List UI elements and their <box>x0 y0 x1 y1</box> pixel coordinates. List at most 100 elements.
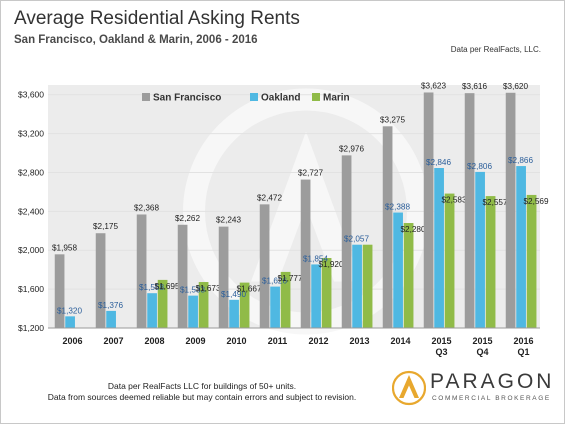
marin-bar <box>157 279 168 328</box>
x-tick-label: 2007 <box>103 336 123 346</box>
chart-subtitle: San Francisco, Oakland & Marin, 2006 - 2… <box>14 34 258 46</box>
marin-data-label: $1,667 <box>236 285 261 294</box>
oakland-data-label: $2,866 <box>508 156 533 165</box>
footer-note: Data per RealFacts LLC for buildings of … <box>32 381 372 403</box>
san-francisco-data-label: $3,620 <box>503 82 528 91</box>
oakland-legend-label: Oakland <box>261 93 300 104</box>
san-francisco-bar <box>95 233 106 328</box>
san-francisco-bar <box>259 204 270 328</box>
marin-data-label: $1,920 <box>318 260 343 269</box>
marin-bar <box>485 196 496 328</box>
san-francisco-data-label: $2,472 <box>257 193 282 202</box>
marin-bar <box>526 194 537 328</box>
x-tick-label: 2016 <box>513 336 533 346</box>
san-francisco-data-label: $2,976 <box>339 144 364 153</box>
oakland-data-label: $1,320 <box>57 306 82 315</box>
oakland-data-label: $2,388 <box>385 203 410 212</box>
san-francisco-bar <box>505 92 516 328</box>
san-francisco-bar <box>177 224 188 328</box>
san-francisco-bar <box>218 226 229 328</box>
marin-data-label: $1,695 <box>154 282 179 291</box>
x-tick-label: 2014 <box>390 336 410 346</box>
san-francisco-data-label: $3,623 <box>421 81 446 90</box>
logo-tagline: COMMERCIAL BROKERAGE <box>432 395 551 402</box>
marin-data-label: $2,583 <box>441 196 466 205</box>
san-francisco-data-label: $2,368 <box>134 203 159 212</box>
oakland-bar <box>270 286 280 328</box>
oakland-bar <box>106 310 116 328</box>
paragon-logo: PARAGON COMMERCIAL BROKERAGE <box>392 368 552 412</box>
san-francisco-bar <box>341 155 352 328</box>
y-tick-label: $3,200 <box>18 129 44 139</box>
x-tick-label: Q1 <box>517 347 529 357</box>
y-tick-label: $1,200 <box>18 323 44 333</box>
footer-note-line-1: Data per RealFacts LLC for buildings of … <box>107 381 297 391</box>
marin-legend-label: Marin <box>323 93 350 104</box>
x-tick-label: Q3 <box>435 347 447 357</box>
san-francisco-legend-swatch <box>142 93 150 101</box>
chart-title: Average Residential Asking Rents <box>14 8 300 29</box>
oakland-legend-swatch <box>250 93 258 101</box>
x-tick-label: 2012 <box>308 336 328 346</box>
san-francisco-data-label: $3,275 <box>380 115 405 124</box>
san-francisco-bar <box>382 126 393 328</box>
y-tick-label: $3,600 <box>18 90 44 100</box>
source-note: Data per RealFacts, LLC. <box>450 45 541 54</box>
marin-bar <box>321 258 332 328</box>
marin-legend-swatch <box>312 93 320 101</box>
oakland-data-label: $1,854 <box>303 254 328 263</box>
oakland-bar <box>311 264 321 328</box>
oakland-bar <box>393 212 403 328</box>
marin-data-label: $2,280 <box>400 225 425 234</box>
x-tick-label: Q4 <box>476 347 488 357</box>
oakland-data-label: $1,533 <box>180 286 205 295</box>
y-tick-label: $1,600 <box>18 284 44 294</box>
oakland-data-label: $1,558 <box>139 283 164 292</box>
oakland-data-label: $2,846 <box>426 158 451 167</box>
x-tick-label: 2015 <box>431 336 451 346</box>
oakland-bar <box>352 244 362 328</box>
san-francisco-data-label: $2,243 <box>216 216 241 225</box>
san-francisco-bar <box>54 254 65 328</box>
x-tick-label: 2010 <box>226 336 246 346</box>
san-francisco-data-label: $2,262 <box>175 214 200 223</box>
san-francisco-bar <box>423 92 434 328</box>
x-tick-label: 2006 <box>62 336 82 346</box>
marin-bar <box>403 223 414 328</box>
san-francisco-data-label: $3,616 <box>462 82 487 91</box>
y-tick-label: $2,400 <box>18 206 44 216</box>
marin-data-label: $1,673 <box>195 284 220 293</box>
y-tick-label: $2,000 <box>18 245 44 255</box>
san-francisco-bar <box>136 214 147 328</box>
marin-data-label: $1,777 <box>277 274 302 283</box>
san-francisco-bar <box>464 93 475 329</box>
x-tick-label: 2013 <box>349 336 369 346</box>
oakland-bar <box>147 293 157 328</box>
san-francisco-data-label: $2,175 <box>93 222 118 231</box>
y-tick-label: $2,800 <box>18 167 44 177</box>
marin-bar <box>239 282 250 328</box>
oakland-bar <box>65 316 75 328</box>
oakland-data-label: $1,626 <box>262 277 287 286</box>
marin-bar <box>198 282 209 328</box>
san-francisco-data-label: $1,958 <box>52 243 77 252</box>
san-francisco-legend-label: San Francisco <box>153 93 221 104</box>
marin-bar <box>280 271 291 328</box>
marin-data-label: $2,557 <box>482 198 507 207</box>
x-tick-label: 2009 <box>185 336 205 346</box>
paragon-logo-icon <box>392 370 426 406</box>
oakland-data-label: $2,057 <box>344 235 369 244</box>
oakland-data-label: $1,490 <box>221 290 246 299</box>
marin-bar <box>444 193 455 328</box>
oakland-data-label: $2,806 <box>467 162 492 171</box>
x-tick-label: 2011 <box>268 336 288 346</box>
oakland-bar <box>475 171 485 328</box>
oakland-bar <box>229 299 239 328</box>
oakland-bar <box>516 166 526 328</box>
san-francisco-bar <box>300 179 311 328</box>
logo-name: PARAGON <box>430 370 555 393</box>
oakland-data-label: $1,376 <box>98 301 123 310</box>
footer-note-line-2: Data from sources deemed reliable but ma… <box>47 392 357 402</box>
marin-bar <box>362 244 373 328</box>
